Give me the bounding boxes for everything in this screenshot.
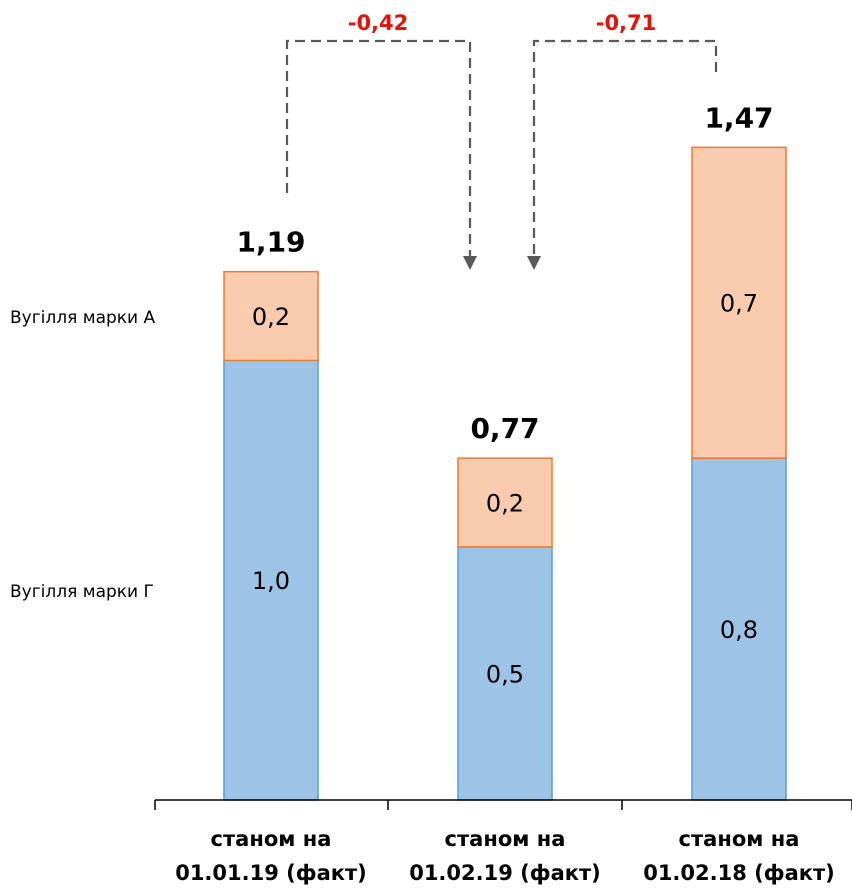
- delta-label-2: -0,71: [596, 11, 657, 35]
- legend-label-marka-a: Вугілля марки А: [10, 308, 155, 328]
- segment-value-label: 0,7: [720, 290, 758, 318]
- category-label-line2: 01.01.19 (факт): [175, 861, 367, 885]
- category-label-line1: станом на: [445, 827, 566, 851]
- bar-segment-g-0: [223, 359, 319, 801]
- bar-total-label: 1,47: [704, 101, 773, 134]
- delta-arrows-layer: [285, 39, 718, 270]
- bar-total-label: 0,77: [470, 412, 539, 445]
- legend-label-marka-g: Вугілля марки Г: [10, 582, 154, 602]
- x-axis: [154, 799, 852, 810]
- delta-label-1: -0,42: [348, 11, 409, 35]
- delta-connector-1: [285, 39, 472, 258]
- segment-value-label: 1,0: [252, 567, 290, 595]
- bar-segment-a-0: [223, 270, 319, 362]
- category-label-line2: 01.02.19 (факт): [409, 861, 601, 885]
- delta-connector-2: [532, 39, 718, 258]
- category-label-line2: 01.02.18 (факт): [643, 861, 835, 885]
- segment-value-label: 0,8: [720, 616, 758, 644]
- category-label-line1: станом на: [211, 827, 332, 851]
- category-label-line1: станом на: [679, 827, 800, 851]
- bars-layer: [223, 146, 787, 801]
- segment-value-label: 0,5: [486, 660, 524, 688]
- bar-total-label: 1,19: [236, 226, 305, 259]
- delta-arrowhead-2: [527, 256, 541, 270]
- delta-arrowhead-1: [463, 256, 477, 270]
- bar-segment-g-2: [691, 457, 787, 801]
- labels-layer: 1,0 0,2 1,19 станом на 01.01.19 (факт) 0,5 0,2…: [10, 11, 835, 885]
- segment-value-label: 0,2: [486, 490, 524, 518]
- segment-value-label: 0,2: [252, 303, 290, 331]
- bar-segment-a-1: [457, 457, 553, 548]
- bar-segment-a-2: [691, 146, 787, 459]
